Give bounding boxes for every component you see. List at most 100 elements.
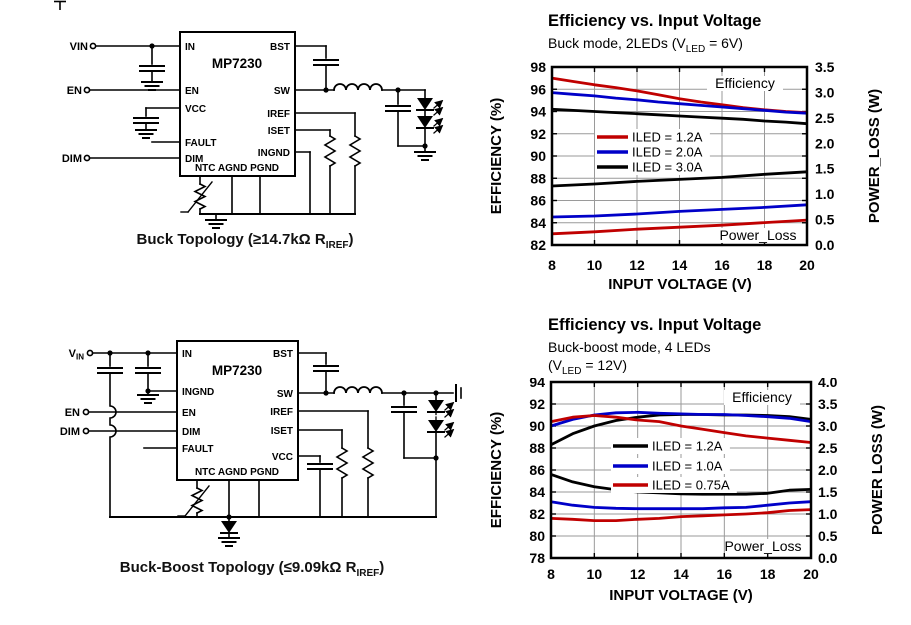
pin-label-sw: SW: [277, 389, 294, 400]
pin-label-iref: IREF: [267, 109, 290, 120]
pin-label-fault: FAULT: [185, 138, 216, 149]
y-right-tick-label: 1.5: [815, 161, 835, 177]
x-tick-label: 16: [714, 257, 730, 273]
y-right-tick-label: 0.5: [815, 212, 835, 228]
chart-subtitle-line2: (VLED = 12V): [548, 357, 627, 377]
legend-label: ILED = 2.0A: [632, 145, 703, 160]
led-diode: [428, 400, 444, 412]
ground-symbol: [135, 129, 157, 139]
y-left-tick-label: 82: [530, 237, 546, 253]
annotation: Power_Loss: [724, 538, 801, 554]
x-tick-label: 10: [587, 566, 603, 582]
x-tick-label: 12: [630, 566, 646, 582]
y-left-tick-label: 96: [530, 81, 546, 97]
pin-label-vcc: VCC: [272, 452, 293, 463]
vin-label: VIN: [70, 41, 88, 53]
y-left-tick-label: 78: [529, 550, 545, 566]
ntc-thermistor: [193, 182, 207, 211]
series-curve-power_loss: [550, 500, 812, 511]
pin-label-fault: FAULT: [182, 444, 213, 455]
y-left-axis-title: EFFICIENCY (%): [490, 412, 505, 528]
annotation-bg: [720, 228, 796, 243]
x-tick-label: 8: [548, 257, 556, 273]
legend-bg: [611, 477, 737, 493]
plot-border: [550, 65, 809, 247]
y-right-tick-label: 3.5: [815, 59, 835, 75]
y-left-tick-label: 92: [530, 126, 546, 142]
y-left-tick-label: 86: [529, 462, 545, 478]
y-left-axis-title: EFFICIENCY (%): [490, 98, 505, 214]
riset-resistor: [323, 134, 337, 168]
ground-symbol: [205, 219, 227, 229]
y-left-tick-label: 88: [530, 170, 546, 186]
legend-bg: [611, 438, 730, 454]
legend-bg: [611, 458, 730, 474]
x-tick-label: 8: [547, 566, 555, 582]
pin-label-sw: SW: [274, 86, 291, 97]
ic-name: MP7230: [212, 363, 262, 378]
legend-label: ILED = 1.2A: [632, 130, 703, 145]
inductor: [333, 386, 383, 394]
dim-label: DIM: [60, 426, 80, 438]
inductor: [333, 83, 383, 91]
y-right-tick-label: 0.0: [818, 550, 838, 566]
y-left-tick-label: 82: [529, 506, 545, 522]
ntc-thermistor: [190, 486, 204, 515]
en-label: EN: [67, 85, 82, 97]
return-wire: [109, 372, 117, 518]
x-tick-label: 10: [587, 257, 603, 273]
series-curve-power_loss: [550, 473, 812, 496]
x-axis-title: INPUT VOLTAGE (V): [608, 276, 752, 293]
x-tick-label: 12: [629, 257, 645, 273]
y-left-tick-label: 92: [529, 396, 545, 412]
rail-end-capacitor: [455, 384, 462, 402]
y-right-tick-label: 2.5: [818, 440, 838, 456]
ground-symbol: [414, 151, 436, 161]
y-left-tick-label: 98: [530, 59, 546, 75]
y-left-tick-label: 94: [530, 104, 546, 120]
legend-bg: [595, 159, 710, 175]
chart-subtitle-line1: Buck-boost mode, 4 LEDs: [548, 339, 711, 355]
y-right-tick-label: 1.0: [818, 506, 838, 522]
y-left-tick-label: 90: [530, 148, 546, 164]
pin-label-bst: BST: [273, 349, 293, 360]
vin-terminal: [89, 42, 97, 50]
buck-caption: Buck Topology (≥14.7kΩ RIREF): [136, 231, 354, 251]
y-right-tick-label: 0.0: [815, 237, 835, 253]
legend-label: ILED = 3.0A: [632, 160, 703, 175]
chart-title: Efficiency vs. Input Voltage: [548, 12, 762, 30]
y-left-tick-label: 86: [530, 193, 546, 209]
ground-symbol: [137, 394, 159, 404]
legend-label: ILED = 1.2A: [652, 439, 723, 454]
plot-border: [549, 380, 813, 560]
y-left-tick-label: 84: [529, 484, 545, 500]
y-right-tick-label: 2.0: [815, 135, 835, 151]
pin-label-in: IN: [185, 42, 195, 53]
ic-name: MP7230: [212, 56, 262, 71]
led-diode: [417, 98, 433, 110]
x-tick-label: 16: [717, 566, 733, 582]
dim-label: DIM: [62, 153, 82, 165]
y-right-tick-label: 1.0: [815, 186, 835, 202]
pin-label-iref: IREF: [270, 407, 293, 418]
series-curve-efficiency: [551, 107, 808, 126]
junction-dot: [433, 455, 439, 461]
legend-bg: [595, 144, 710, 160]
junction-dot: [422, 143, 428, 149]
ic-body: [179, 31, 296, 177]
pin-label-en: EN: [182, 408, 196, 419]
riref-resistor: [348, 134, 362, 168]
annotation-bg: [724, 390, 800, 405]
y-right-tick-label: 3.0: [815, 84, 835, 100]
led-emission-arrows: [444, 401, 455, 438]
series-curve-efficiency: [551, 91, 808, 115]
x-tick-label: 20: [803, 566, 819, 582]
freewheel-diode: [221, 521, 237, 533]
x-tick-label: 18: [760, 566, 776, 582]
series-curve-efficiency: [550, 414, 812, 444]
page-edge-artifact: [54, 0, 66, 10]
y-left-tick-label: 90: [529, 418, 545, 434]
pin-label-in: IN: [182, 349, 192, 360]
pin-label-ingnd: INGND: [258, 148, 290, 159]
